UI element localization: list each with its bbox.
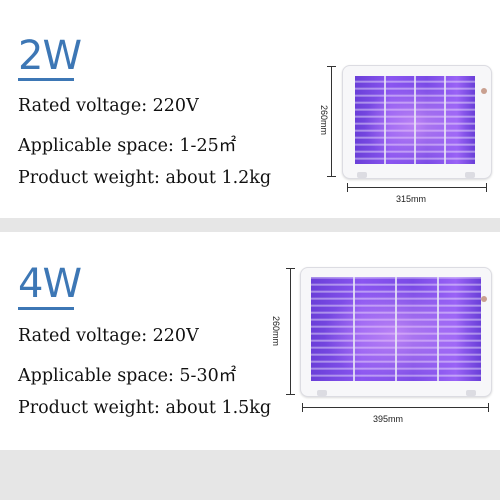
height-dimension-line xyxy=(331,66,332,176)
uv-grille xyxy=(311,277,481,381)
height-dimension-tick-bottom xyxy=(327,176,336,177)
power-rating-title: 4W xyxy=(18,261,82,307)
height-dimension-line xyxy=(290,268,291,394)
product-section-4w: 4W Rated voltage: 220V Applicable space:… xyxy=(0,232,500,450)
spec-rated-voltage: Rated voltage: 220V xyxy=(18,326,199,346)
height-dimension-tick-bottom xyxy=(286,394,295,395)
section-separator xyxy=(0,218,500,232)
spec-product-weight: Product weight: about 1.5kg xyxy=(18,398,272,418)
power-rating-title: 2W xyxy=(18,33,82,79)
title-underline xyxy=(18,307,74,310)
hanger-icon xyxy=(481,296,487,302)
height-dimension-tick-top xyxy=(286,268,295,269)
spec-applicable-space: Applicable space: 1-25㎡ xyxy=(18,136,237,156)
bottom-margin xyxy=(0,450,500,500)
foot-right xyxy=(465,172,475,178)
height-dimension-label: 260mm xyxy=(319,104,329,135)
height-dimension-label: 260mm xyxy=(271,315,281,346)
product-section-2w: 2W Rated voltage: 220V Applicable space:… xyxy=(0,0,500,218)
width-dimension-tick-left xyxy=(347,183,348,192)
mosquito-lamp-image xyxy=(342,65,492,179)
spec-product-weight: Product weight: about 1.2kg xyxy=(18,168,272,188)
width-dimension-label: 395mm xyxy=(373,414,404,424)
width-dimension-tick-left xyxy=(302,403,303,412)
width-dimension-label: 315mm xyxy=(396,194,427,204)
foot-right xyxy=(466,390,476,396)
spec-rated-voltage: Rated voltage: 220V xyxy=(18,96,199,116)
mosquito-lamp-image xyxy=(300,267,492,397)
uv-grille xyxy=(355,76,475,164)
width-dimension-tick-right xyxy=(486,183,487,192)
hanger-icon xyxy=(481,88,487,94)
width-dimension-line xyxy=(302,407,488,408)
foot-left xyxy=(317,390,327,396)
spec-applicable-space: Applicable space: 5-30㎡ xyxy=(18,366,237,386)
title-underline xyxy=(18,78,74,81)
height-dimension-tick-top xyxy=(327,66,336,67)
width-dimension-line xyxy=(347,187,486,188)
width-dimension-tick-right xyxy=(488,403,489,412)
foot-left xyxy=(357,172,367,178)
